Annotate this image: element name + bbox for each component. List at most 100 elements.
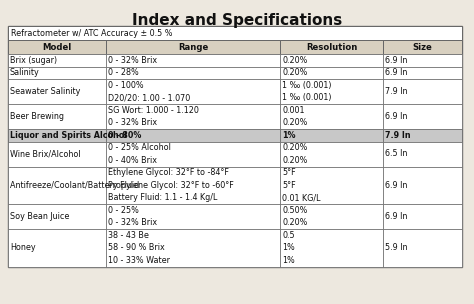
Bar [281, 141, 383, 167]
Bar [383, 229, 462, 267]
Bar [8, 204, 106, 229]
Text: Beer Brewing: Beer Brewing [10, 112, 64, 121]
Text: Ethylene Glycol: 32°F to -84°F: Ethylene Glycol: 32°F to -84°F [108, 168, 228, 177]
Text: 1%: 1% [283, 131, 296, 140]
Bar [106, 204, 281, 229]
Text: 5°F: 5°F [283, 181, 296, 190]
Text: Seawater Salinity: Seawater Salinity [10, 87, 81, 96]
Text: 0 - 32% Brix: 0 - 32% Brix [108, 56, 157, 65]
Bar [106, 167, 281, 204]
Text: 0.20%: 0.20% [283, 143, 308, 152]
Text: 6.9 In: 6.9 In [384, 181, 407, 190]
Bar [8, 229, 106, 267]
Text: 0 - 40% Brix: 0 - 40% Brix [108, 156, 156, 165]
Text: 1 ‰ (0.001): 1 ‰ (0.001) [283, 81, 332, 90]
Text: 6.9 In: 6.9 In [384, 112, 407, 121]
Text: 0 - 32% Brix: 0 - 32% Brix [108, 118, 157, 127]
Bar [281, 79, 383, 104]
Text: 10 - 33% Water: 10 - 33% Water [108, 256, 170, 265]
Text: 1%: 1% [283, 243, 295, 252]
Bar [8, 54, 106, 67]
Bar [383, 79, 462, 104]
Text: 0 - 32% Brix: 0 - 32% Brix [108, 218, 157, 227]
Bar [8, 26, 462, 267]
Bar [8, 26, 462, 40]
Bar [383, 204, 462, 229]
Bar [281, 167, 383, 204]
Text: 7.9 In: 7.9 In [384, 87, 407, 96]
Bar [383, 40, 462, 54]
Text: Antifreeze/Coolant/Battery Fluid: Antifreeze/Coolant/Battery Fluid [10, 181, 139, 190]
Text: 0.001: 0.001 [283, 106, 305, 115]
Bar [8, 167, 106, 204]
Bar [383, 167, 462, 204]
Bar [106, 54, 281, 67]
Bar [106, 104, 281, 129]
Text: 6.9 In: 6.9 In [384, 68, 407, 77]
Bar [281, 40, 383, 54]
Text: Range: Range [178, 43, 208, 51]
Text: 0 - 25% Alcohol: 0 - 25% Alcohol [108, 143, 171, 152]
Text: Liquor and Spirits Alcohol: Liquor and Spirits Alcohol [10, 131, 127, 140]
Text: 1 ‰ (0.001): 1 ‰ (0.001) [283, 93, 332, 102]
Text: 0.01 KG/L: 0.01 KG/L [283, 193, 321, 202]
Text: 38 - 43 Be: 38 - 43 Be [108, 231, 148, 240]
Text: 0.5: 0.5 [283, 231, 295, 240]
Bar [106, 129, 281, 141]
Text: 0 - 25%: 0 - 25% [108, 206, 138, 215]
Bar [8, 40, 106, 54]
Bar [106, 79, 281, 104]
Text: 6.9 In: 6.9 In [384, 56, 407, 65]
Text: Refractometer w/ ATC Accuracy ± 0.5 %: Refractometer w/ ATC Accuracy ± 0.5 % [11, 29, 173, 37]
Bar [281, 67, 383, 79]
Text: 0.20%: 0.20% [283, 68, 308, 77]
Bar [8, 129, 106, 141]
Bar [383, 141, 462, 167]
Bar [8, 67, 106, 79]
Text: Battery Fluid: 1.1 - 1.4 Kg/L: Battery Fluid: 1.1 - 1.4 Kg/L [108, 193, 217, 202]
Bar [281, 204, 383, 229]
Bar [8, 79, 106, 104]
Bar [383, 54, 462, 67]
Text: D20/20: 1.00 - 1.070: D20/20: 1.00 - 1.070 [108, 93, 190, 102]
Text: Salinity: Salinity [10, 68, 40, 77]
Bar [106, 229, 281, 267]
Text: 0 - 28%: 0 - 28% [108, 68, 138, 77]
Bar [8, 141, 106, 167]
Text: 0.20%: 0.20% [283, 118, 308, 127]
Text: 0 - 80%: 0 - 80% [108, 131, 141, 140]
Text: 0.20%: 0.20% [283, 156, 308, 165]
Text: 0.20%: 0.20% [283, 56, 308, 65]
Text: Wine Brix/Alcohol: Wine Brix/Alcohol [10, 150, 81, 158]
Text: Size: Size [412, 43, 432, 51]
Bar [106, 141, 281, 167]
Text: Model: Model [42, 43, 72, 51]
Text: 7.9 In: 7.9 In [384, 131, 410, 140]
Bar [106, 67, 281, 79]
Text: 0.20%: 0.20% [283, 218, 308, 227]
Text: 58 - 90 % Brix: 58 - 90 % Brix [108, 243, 164, 252]
Bar [281, 54, 383, 67]
Text: Resolution: Resolution [306, 43, 357, 51]
Bar [106, 40, 281, 54]
Bar [281, 229, 383, 267]
Text: SG Wort: 1.000 - 1.120: SG Wort: 1.000 - 1.120 [108, 106, 199, 115]
Text: 5.9 In: 5.9 In [384, 243, 407, 252]
Bar [383, 67, 462, 79]
Bar [281, 129, 383, 141]
Text: 1%: 1% [283, 256, 295, 265]
Text: 0 - 100%: 0 - 100% [108, 81, 143, 90]
Text: 6.5 In: 6.5 In [384, 150, 407, 158]
Text: Honey: Honey [10, 243, 36, 252]
Text: 6.9 In: 6.9 In [384, 212, 407, 221]
Text: Soy Bean Juice: Soy Bean Juice [10, 212, 69, 221]
Text: Brix (sugar): Brix (sugar) [10, 56, 57, 65]
Text: Propylene Glycol: 32°F to -60°F: Propylene Glycol: 32°F to -60°F [108, 181, 233, 190]
Bar [383, 104, 462, 129]
Text: Index and Specifications: Index and Specifications [132, 13, 342, 28]
Text: 0.50%: 0.50% [283, 206, 308, 215]
Bar [383, 129, 462, 141]
Bar [8, 104, 106, 129]
Bar [281, 104, 383, 129]
Text: 5°F: 5°F [283, 168, 296, 177]
